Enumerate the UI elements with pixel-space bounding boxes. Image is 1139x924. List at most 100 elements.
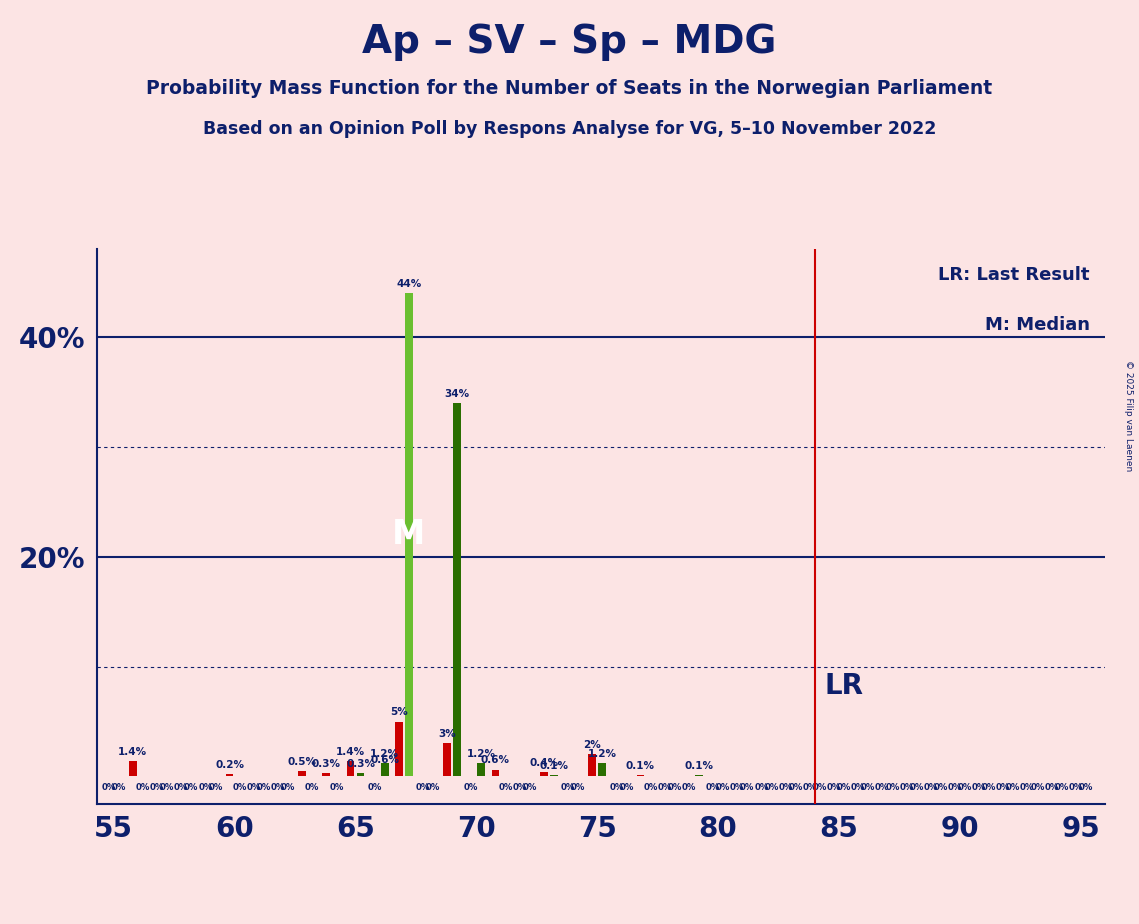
Text: Based on an Opinion Poll by Respons Analyse for VG, 5–10 November 2022: Based on an Opinion Poll by Respons Anal… <box>203 120 936 138</box>
Text: 0%: 0% <box>1006 783 1021 792</box>
Text: 0%: 0% <box>861 783 876 792</box>
Text: 0%: 0% <box>185 783 198 792</box>
Text: 0%: 0% <box>329 783 344 792</box>
Text: 0%: 0% <box>788 783 803 792</box>
Text: 0%: 0% <box>416 783 431 792</box>
Text: 0%: 0% <box>246 783 261 792</box>
Text: 5%: 5% <box>390 707 408 717</box>
Bar <box>226 774 233 776</box>
Text: 0%: 0% <box>426 783 441 792</box>
Text: 44%: 44% <box>396 279 421 289</box>
Text: 0%: 0% <box>1068 783 1083 792</box>
Text: 0%: 0% <box>924 783 937 792</box>
Text: 3%: 3% <box>439 729 456 739</box>
Text: 0.1%: 0.1% <box>685 761 713 771</box>
Text: 0.3%: 0.3% <box>312 759 341 769</box>
Text: 2%: 2% <box>583 740 601 750</box>
Bar <box>129 761 137 776</box>
Text: 0%: 0% <box>934 783 948 792</box>
Text: 1.2%: 1.2% <box>467 748 495 759</box>
Text: 0%: 0% <box>875 783 890 792</box>
Bar <box>540 772 548 776</box>
Text: 0%: 0% <box>885 783 900 792</box>
Text: 0%: 0% <box>198 783 213 792</box>
Text: 0%: 0% <box>232 783 247 792</box>
Text: 0%: 0% <box>812 783 827 792</box>
Text: 0%: 0% <box>150 783 164 792</box>
Text: M: Median: M: Median <box>985 316 1090 334</box>
Text: 0%: 0% <box>778 783 793 792</box>
Text: 0.6%: 0.6% <box>481 756 510 765</box>
Text: 0%: 0% <box>464 783 478 792</box>
Text: 0%: 0% <box>112 783 126 792</box>
Text: 0%: 0% <box>136 783 150 792</box>
Text: 0%: 0% <box>899 783 913 792</box>
Text: 0%: 0% <box>958 783 972 792</box>
Bar <box>380 770 388 776</box>
Text: 0%: 0% <box>644 783 658 792</box>
Text: 0%: 0% <box>1030 783 1044 792</box>
Text: 0%: 0% <box>764 783 779 792</box>
Text: 0%: 0% <box>730 783 745 792</box>
Bar <box>453 403 461 776</box>
Bar <box>637 775 645 776</box>
Text: 0%: 0% <box>740 783 754 792</box>
Text: 1.4%: 1.4% <box>118 747 147 757</box>
Text: 0%: 0% <box>667 783 682 792</box>
Text: 0%: 0% <box>827 783 841 792</box>
Text: 0%: 0% <box>1055 783 1068 792</box>
Bar <box>598 763 606 776</box>
Text: 0%: 0% <box>271 783 285 792</box>
Text: 0%: 0% <box>716 783 730 792</box>
Text: 0%: 0% <box>1021 783 1034 792</box>
Text: 0%: 0% <box>256 783 271 792</box>
Bar <box>695 775 703 776</box>
Text: 0%: 0% <box>706 783 720 792</box>
Text: 0%: 0% <box>368 783 382 792</box>
Text: 1.2%: 1.2% <box>370 748 399 759</box>
Text: 0.2%: 0.2% <box>215 760 244 770</box>
Bar <box>298 771 306 776</box>
Bar <box>405 294 412 776</box>
Text: LR: Last Result: LR: Last Result <box>939 266 1090 284</box>
Text: 0%: 0% <box>681 783 696 792</box>
Text: 0%: 0% <box>982 783 997 792</box>
Text: 0%: 0% <box>620 783 633 792</box>
Text: 0%: 0% <box>995 783 1010 792</box>
Bar <box>380 763 388 776</box>
Text: © 2025 Filip van Laenen: © 2025 Filip van Laenen <box>1124 360 1133 471</box>
Text: 0%: 0% <box>948 783 962 792</box>
Text: 0%: 0% <box>560 783 575 792</box>
Text: 0.3%: 0.3% <box>346 759 375 769</box>
Text: Probability Mass Function for the Number of Seats in the Norwegian Parliament: Probability Mass Function for the Number… <box>147 79 992 98</box>
Text: 0%: 0% <box>609 783 623 792</box>
Text: 0.1%: 0.1% <box>540 761 568 771</box>
Bar <box>346 761 354 776</box>
Text: 0%: 0% <box>657 783 672 792</box>
Text: LR: LR <box>825 672 863 699</box>
Text: 0%: 0% <box>571 783 585 792</box>
Text: 0%: 0% <box>1079 783 1093 792</box>
Text: 0.1%: 0.1% <box>626 761 655 771</box>
Bar <box>443 744 451 776</box>
Text: M: M <box>392 518 426 552</box>
Text: 0%: 0% <box>513 783 527 792</box>
Text: 34%: 34% <box>444 389 469 399</box>
Text: 0%: 0% <box>174 783 188 792</box>
Text: 0%: 0% <box>305 783 319 792</box>
Text: 0%: 0% <box>499 783 513 792</box>
Text: 0%: 0% <box>803 783 817 792</box>
Text: 0%: 0% <box>909 783 924 792</box>
Bar <box>357 773 364 776</box>
Text: 0%: 0% <box>101 783 116 792</box>
Text: 0%: 0% <box>972 783 986 792</box>
Bar <box>550 775 558 776</box>
Text: 1.4%: 1.4% <box>336 747 364 757</box>
Text: 0%: 0% <box>159 783 174 792</box>
Text: 0%: 0% <box>208 783 222 792</box>
Text: 0.4%: 0.4% <box>530 758 558 768</box>
Text: 0%: 0% <box>851 783 866 792</box>
Bar <box>588 755 596 776</box>
Bar <box>477 763 485 776</box>
Text: 0%: 0% <box>281 783 295 792</box>
